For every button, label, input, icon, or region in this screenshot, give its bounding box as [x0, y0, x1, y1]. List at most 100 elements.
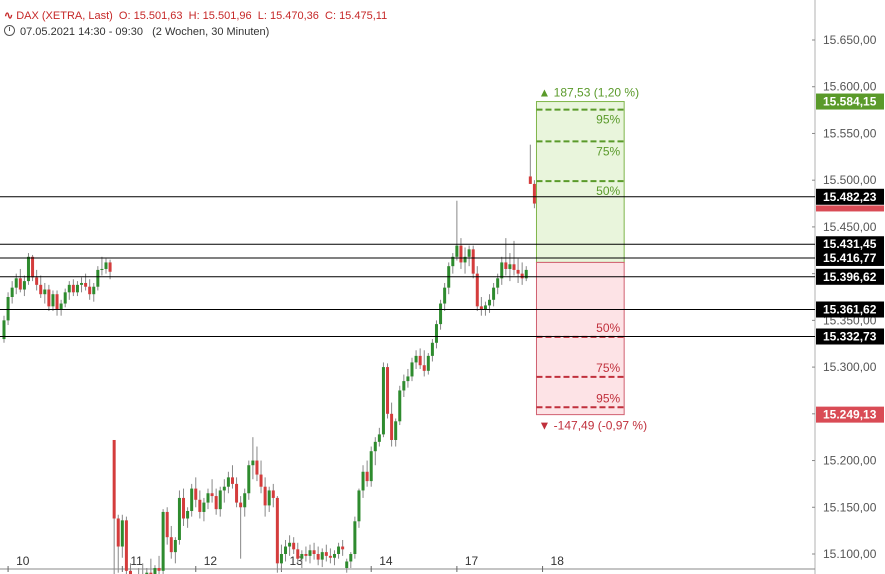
- candle-body: [512, 264, 516, 270]
- price-target-badge: [816, 406, 884, 423]
- candle-body: [165, 511, 169, 538]
- chart-wave-icon[interactable]: ∿: [4, 10, 14, 22]
- candle-body: [488, 299, 492, 306]
- candle-body: [275, 497, 279, 564]
- candle-body: [479, 306, 483, 310]
- candle-body: [504, 262, 508, 269]
- x-tick-label: 18: [551, 554, 565, 568]
- candle-body: [439, 303, 443, 325]
- candle-body: [467, 249, 471, 257]
- candle-body: [434, 324, 438, 343]
- candle-body: [230, 477, 234, 484]
- target-down-zone: [535, 261, 625, 416]
- candle-body: [247, 465, 251, 494]
- target-down-change-label: ▼ -147,49 (-0,97 %): [538, 419, 647, 433]
- candle-body: [35, 277, 39, 285]
- candle-body: [31, 256, 35, 278]
- target-down-level-label: 50%: [596, 321, 620, 335]
- candle-body: [341, 546, 345, 550]
- ohlc-text: DAX (XETRA, Last) O: 15.501,63 H: 15.501…: [16, 10, 388, 22]
- candle-body: [410, 362, 414, 377]
- candle-body: [104, 262, 108, 269]
- price-target-badge: [816, 93, 884, 110]
- candle-body: [500, 262, 504, 279]
- target-up-change-label: ▲ 187,53 (1,20 %): [538, 86, 639, 100]
- price-level-label: 15.396,62: [823, 270, 877, 284]
- candle-body: [145, 572, 149, 574]
- candle-body: [516, 269, 520, 274]
- candle-body: [443, 287, 447, 304]
- candle-body: [161, 511, 165, 571]
- target-up-level-label: 75%: [596, 144, 620, 158]
- candle-body: [39, 284, 43, 295]
- candle-body: [418, 355, 422, 366]
- candle-body: [316, 554, 320, 560]
- candle-body: [206, 493, 210, 503]
- candle-body: [75, 284, 79, 293]
- candle-body: [369, 451, 373, 482]
- y-tick-label: 15.300,00: [823, 360, 877, 374]
- candle-body: [226, 477, 230, 487]
- candle-body: [492, 287, 496, 300]
- price-level-label: 15.482,23: [823, 190, 877, 204]
- x-tick-label: 14: [379, 554, 393, 568]
- candle-body: [414, 355, 418, 363]
- price-level-label: 15.416,77: [823, 251, 877, 265]
- current-price-marker: [816, 205, 884, 212]
- candle-body: [292, 542, 296, 550]
- candle-body: [218, 490, 222, 510]
- y-tick-label: 15.100,00: [823, 547, 877, 561]
- y-tick-label: 15.450,00: [823, 220, 877, 234]
- candle-body: [284, 546, 288, 554]
- x-tick-label: 10: [16, 554, 30, 568]
- candle-body: [173, 539, 177, 553]
- candle-body: [271, 490, 275, 498]
- candle-body: [337, 546, 341, 554]
- candle-body: [267, 490, 271, 506]
- candle-body: [222, 486, 226, 491]
- candle-body: [157, 568, 161, 571]
- candle-body: [496, 278, 500, 288]
- candle-body: [210, 493, 214, 497]
- candle-body: [84, 282, 88, 287]
- candle-body: [182, 497, 186, 519]
- y-tick-label: 15.200,00: [823, 454, 877, 468]
- candle-body: [202, 502, 206, 512]
- candle-body: [532, 183, 536, 204]
- candle-body: [406, 376, 410, 382]
- candle-body: [508, 264, 512, 269]
- candle-body: [22, 281, 26, 290]
- candle-body: [100, 268, 104, 270]
- candle-body: [190, 488, 194, 512]
- candle-body: [308, 550, 312, 556]
- candle-body: [451, 256, 455, 267]
- target-down-level-label: 95%: [596, 391, 620, 405]
- candle-body: [47, 289, 51, 307]
- x-tick-label: 12: [204, 554, 218, 568]
- candle-body: [120, 520, 124, 547]
- price-level-label: 15.361,62: [823, 303, 877, 317]
- candle-body: [320, 552, 324, 560]
- y-tick-label: 15.650,00: [823, 33, 877, 47]
- price-level-badge: [816, 249, 884, 266]
- candle-body: [459, 245, 463, 263]
- candle-body: [288, 542, 292, 547]
- candle-body: [186, 511, 190, 519]
- candle-body: [471, 249, 475, 274]
- price-level-label: 15.332,73: [823, 330, 877, 344]
- candle-body: [177, 497, 181, 540]
- candle-body: [239, 502, 243, 508]
- candle-body: [92, 286, 96, 295]
- candle-body: [402, 381, 406, 391]
- candle-body: [2, 320, 6, 340]
- candle-body: [377, 434, 381, 442]
- candle-body: [361, 471, 365, 491]
- price-level-label: 15.431,45: [823, 237, 877, 251]
- target-up-level-label: 50%: [596, 184, 620, 198]
- candle-body: [96, 269, 100, 287]
- candle-body: [71, 284, 75, 293]
- x-tick-label: 11: [130, 554, 143, 568]
- candle-body: [332, 554, 336, 558]
- candle-body: [373, 441, 377, 452]
